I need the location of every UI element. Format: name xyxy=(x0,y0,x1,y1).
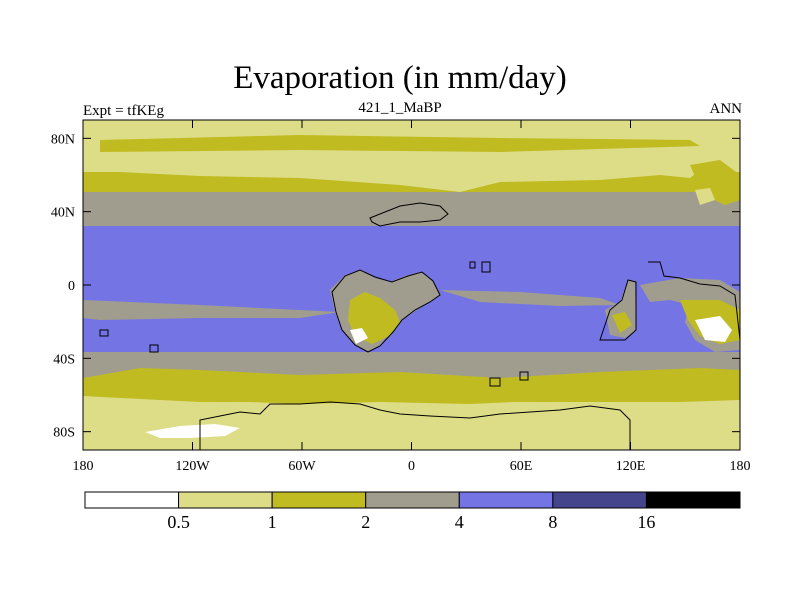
time-label: 421_1_MaBP xyxy=(358,100,442,116)
colorbar: 0.5 1 2 4 8 16 xyxy=(84,491,741,532)
tropics-gray-streak xyxy=(440,290,620,306)
x-tick-label: 60E xyxy=(510,459,533,474)
x-tick-label: 180 xyxy=(730,459,751,474)
south-america-coast xyxy=(599,279,637,341)
colorbar-label: 4 xyxy=(455,512,464,532)
colorbar-label: 8 xyxy=(548,512,557,532)
southern-olive-wave xyxy=(83,368,740,404)
y-tick-label: 40N xyxy=(51,206,75,221)
axes: 180 120W 60W 0 60E 120E 180 80N 40N 0 40S 80S xyxy=(51,120,751,474)
africa-coast xyxy=(331,269,441,353)
x-tick-label: 120E xyxy=(616,459,646,474)
x-tick-label: 180 xyxy=(73,459,94,474)
season-label: ANN xyxy=(709,101,743,117)
colorbar-swatch xyxy=(645,491,741,509)
colorbar-swatch xyxy=(458,491,554,509)
antarctic-white xyxy=(145,424,240,438)
north-olive-streak xyxy=(100,135,700,152)
colorbar-swatch xyxy=(84,491,180,509)
y-tick-label: 80S xyxy=(53,426,75,441)
colorbar-swatch xyxy=(365,491,460,509)
northeast-yellow-patch xyxy=(695,188,715,205)
colorbar-label: 16 xyxy=(637,512,655,532)
australia-coast xyxy=(648,261,740,341)
x-tick-label: 60W xyxy=(288,459,316,474)
chart-title: Evaporation (in mm/day) xyxy=(233,60,567,96)
experiment-label: Expt = tfKEg xyxy=(83,103,164,119)
southwest-gray-streak xyxy=(83,300,340,320)
map-field xyxy=(83,120,740,450)
colorbar-swatch xyxy=(178,491,273,509)
australia-white xyxy=(695,316,732,342)
coastlines xyxy=(99,202,740,450)
colorbar-swatch xyxy=(271,491,367,509)
y-tick-label: 80N xyxy=(51,132,75,147)
y-tick-label: 40S xyxy=(53,352,75,367)
colorbar-swatch xyxy=(552,491,647,509)
southern-yellow-wave xyxy=(83,396,740,450)
band-mid-north xyxy=(83,192,740,232)
antarctic-coast xyxy=(199,401,631,450)
colorbar-label: 1 xyxy=(268,512,277,532)
islands xyxy=(99,261,529,387)
x-tick-label: 0 xyxy=(408,459,415,474)
africa-white-spot xyxy=(350,328,368,344)
colorbar-label: 2 xyxy=(361,512,370,532)
northeast-olive-lobe xyxy=(690,160,740,205)
y-tick-label: 0 xyxy=(68,279,75,294)
colorbar-label: 0.5 xyxy=(167,512,190,532)
north-coast xyxy=(369,202,449,227)
south-america-olive xyxy=(612,312,632,333)
x-tick-label: 120W xyxy=(175,459,210,474)
